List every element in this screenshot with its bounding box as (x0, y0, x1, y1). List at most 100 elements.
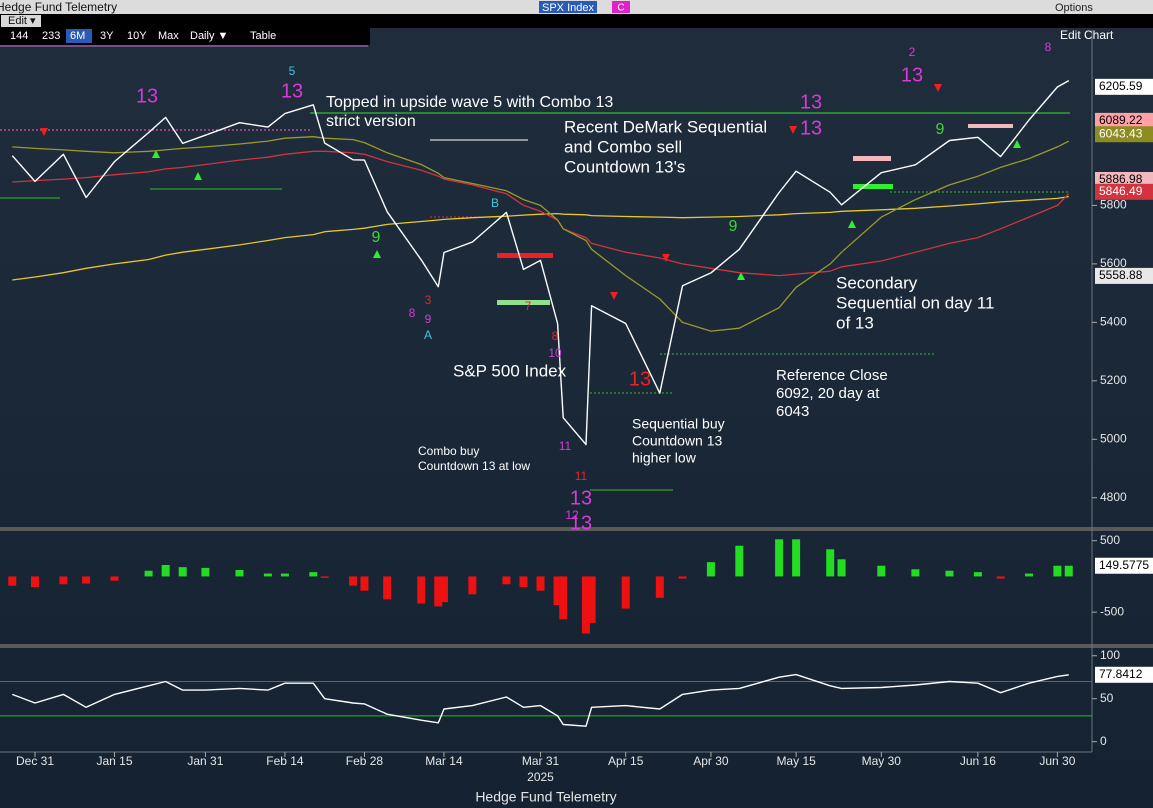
histogram-bar (439, 576, 448, 603)
demark-count: 13 (800, 117, 822, 139)
buy-arrow (194, 172, 202, 180)
annotation: Countdown 13 (632, 433, 723, 449)
ticker[interactable]: SPX Index (542, 2, 594, 14)
demark-count: 13 (570, 512, 592, 534)
sell-arrow (934, 84, 942, 92)
x-tick-label: Mar 31 (522, 754, 560, 768)
sell-arrow (40, 128, 48, 136)
histogram-bar (502, 576, 511, 585)
price-tag-box (1095, 126, 1153, 143)
histogram-bar (59, 576, 68, 585)
demark-count: 2 (909, 45, 916, 59)
last-value-tag: 149.5775 (1099, 558, 1149, 572)
window-title: Hedge Fund Telemetry (0, 0, 117, 14)
badge-box[interactable] (612, 1, 630, 13)
price-tag-box (1095, 183, 1153, 200)
annotation: of 13 (836, 313, 874, 332)
demark-count: 9 (425, 312, 432, 326)
histogram-bar (553, 576, 562, 605)
tdst-bar (497, 300, 550, 305)
histogram-bar (235, 570, 244, 577)
x-tick-label: May 15 (776, 754, 816, 768)
badge[interactable]: C (617, 3, 624, 14)
histogram-bar (31, 576, 39, 588)
toolbar-button[interactable]: Max (158, 30, 179, 42)
histogram-bar (655, 576, 664, 598)
tdst-bar (497, 253, 553, 258)
last-value-tag: 77.8412 (1099, 667, 1143, 681)
edit-chart[interactable]: Edit Chart (1060, 28, 1114, 42)
x-tick-label: May 30 (862, 754, 902, 768)
price-tag-box (1095, 78, 1153, 95)
y-tick-label: 4800 (1100, 490, 1127, 504)
toolbar-button[interactable]: 6M (70, 30, 85, 42)
edit-menu[interactable]: Edit ▾ (8, 15, 36, 27)
sell-arrow (610, 292, 618, 300)
histogram-bar (911, 569, 920, 577)
price-tag: 5558.88 (1099, 268, 1143, 282)
demark-count: 10 (548, 346, 562, 360)
buy-arrow (848, 220, 856, 228)
sell-arrow (789, 126, 797, 134)
histogram-bar (434, 576, 443, 607)
price-tag: 6089.22 (1099, 113, 1143, 127)
histogram-bar (536, 576, 545, 591)
histogram-bar (621, 576, 630, 609)
histogram-bar (110, 576, 119, 581)
demark-count: 13 (136, 85, 158, 107)
y-tick-label: 5600 (1100, 256, 1127, 270)
histogram-bar (201, 567, 210, 577)
demark-count: 8 (1045, 40, 1052, 54)
histogram-bar (1025, 573, 1033, 577)
demark-count: 7 (525, 299, 532, 313)
toolbar-button[interactable]: Daily ▼ (190, 30, 228, 42)
moving-average (12, 150, 1070, 277)
histogram-bar (706, 562, 715, 577)
histogram-bar (280, 573, 289, 577)
demark-count: 13 (800, 91, 822, 113)
histogram-bar (417, 576, 426, 604)
edit-box[interactable] (1, 15, 41, 27)
histogram-bar (1053, 565, 1062, 577)
ticker-box[interactable] (539, 1, 597, 13)
y-tick-label: 5000 (1100, 431, 1127, 445)
histogram-bar (309, 572, 318, 577)
panel-separator (0, 527, 1153, 531)
tdst-bar (968, 124, 1013, 128)
demark-count: 11 (559, 439, 572, 453)
y-tick-label: 5400 (1100, 315, 1127, 329)
annotation: Sequential on day 11 (836, 293, 994, 312)
tdst-bar (853, 156, 891, 161)
annotation: and Combo sell (564, 137, 682, 156)
demark-count: 13 (629, 368, 651, 390)
x-tick-label: Apr 15 (608, 754, 644, 768)
demark-count: 13 (901, 64, 923, 86)
annotation: S&P 500 Index (453, 361, 567, 380)
demark-count: 12 (565, 508, 579, 522)
annotation: Reference Close (776, 367, 888, 384)
x-tick-label: Mar 14 (425, 754, 463, 768)
active-button (66, 29, 92, 43)
options[interactable]: Options (1055, 2, 1093, 14)
signal-arrows (40, 84, 1021, 300)
x-tick-label: Dec 31 (16, 754, 54, 768)
demark-count: 13 (281, 80, 303, 102)
histogram-bar (360, 576, 369, 591)
histogram-bar (82, 576, 91, 584)
price-line (12, 673, 1069, 727)
footer-source: Hedge Fund Telemetry (475, 789, 616, 805)
toolbar-button[interactable]: 3Y (100, 30, 114, 42)
toolbar-button[interactable]: 233 (42, 30, 60, 42)
demark-count: 3 (425, 293, 432, 307)
toolbar (0, 28, 370, 45)
demark-count: 5 (289, 64, 296, 78)
toolbar-button[interactable]: 10Y (127, 30, 147, 42)
demark-levels (0, 112, 1070, 491)
toolbar-button[interactable]: 144 (10, 30, 28, 42)
toolbar-button[interactable]: Table (250, 30, 276, 42)
annotation: 6092, 20 day at (776, 385, 880, 402)
x-tick-label: Feb 28 (346, 754, 384, 768)
annotation: Sequential buy (632, 416, 725, 432)
buy-arrow (1013, 140, 1021, 148)
y-tick-label: 5200 (1100, 373, 1127, 387)
